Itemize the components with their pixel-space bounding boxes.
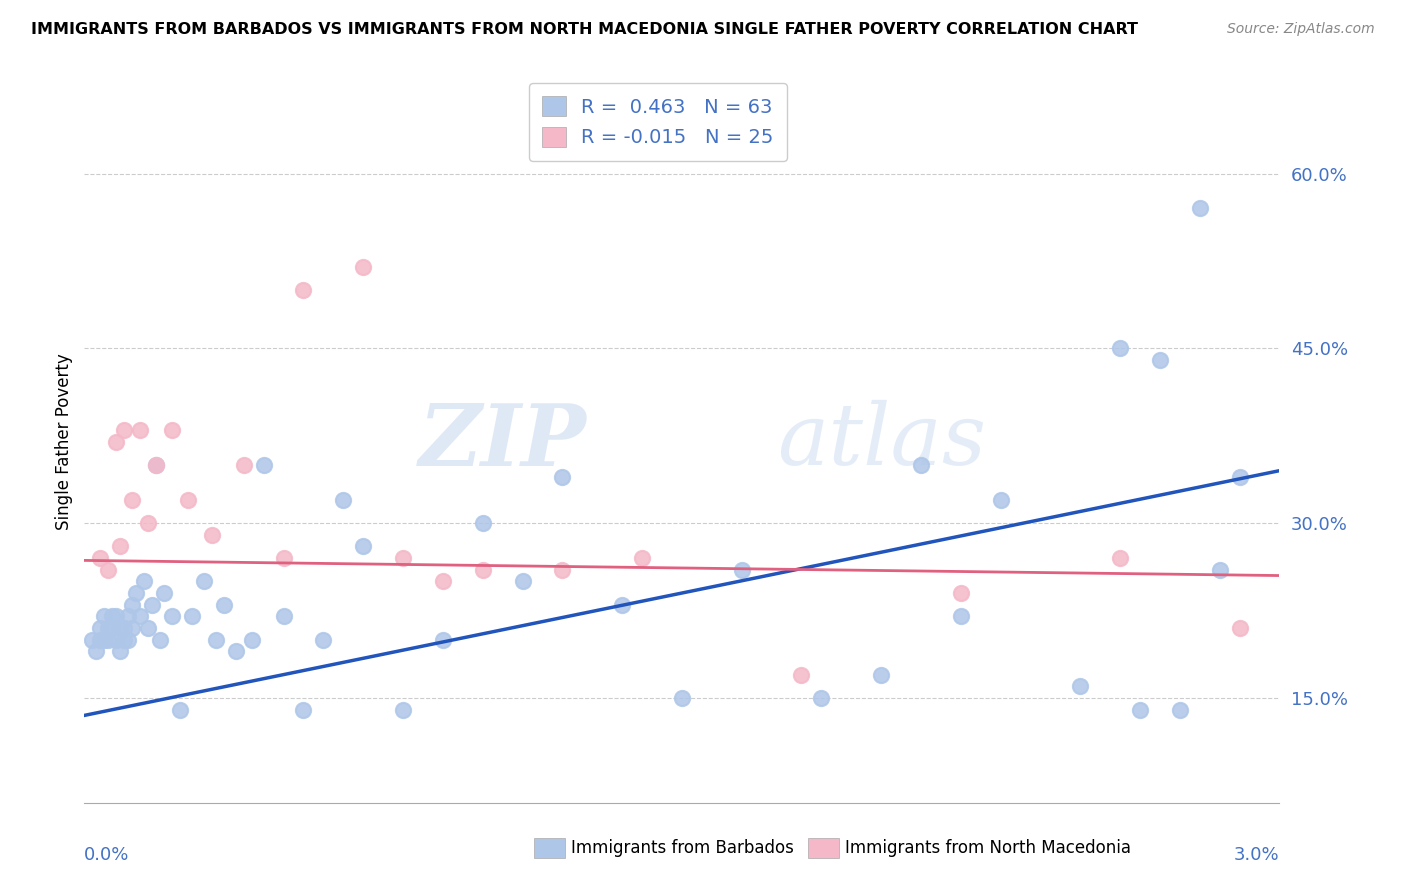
Point (253, 458, 276, 472)
Point (392, 702, 415, 716)
Point (121, 492, 143, 507)
Point (612, 598, 634, 612)
Point (97, 563, 120, 577)
Point (177, 492, 200, 507)
Point (432, 632, 454, 647)
Point (201, 528, 224, 542)
Point (121, 621, 143, 635)
Point (105, 609, 128, 624)
Point (129, 423, 152, 437)
Point (512, 574, 534, 589)
Point (117, 632, 139, 647)
Point (93, 632, 115, 647)
Point (149, 632, 172, 647)
Point (160, 609, 183, 624)
Point (1109, 551, 1132, 566)
Point (432, 574, 454, 589)
Point (240, 632, 263, 647)
Text: Immigrants from North Macedonia: Immigrants from North Macedonia (845, 839, 1130, 857)
Point (89, 551, 111, 566)
Point (125, 586, 148, 600)
Point (273, 551, 295, 566)
Point (141, 598, 163, 612)
Legend: R =  0.463   N = 63, R = -0.015   N = 25: R = 0.463 N = 63, R = -0.015 N = 25 (529, 83, 787, 161)
Point (352, 260, 374, 274)
Point (1069, 679, 1091, 693)
Point (105, 434, 128, 449)
Point (117, 609, 139, 624)
Point (101, 609, 124, 624)
Point (332, 492, 354, 507)
Point (1149, 353, 1171, 368)
Point (949, 586, 972, 600)
Point (631, 551, 654, 566)
Point (810, 690, 832, 705)
Point (89, 632, 111, 647)
Point (225, 644, 247, 658)
Point (136, 621, 159, 635)
Point (292, 283, 315, 297)
Point (93, 609, 115, 624)
Point (1129, 702, 1152, 716)
Point (132, 574, 156, 589)
Point (1168, 702, 1191, 716)
Point (89, 621, 111, 635)
Point (551, 563, 574, 577)
Point (205, 632, 228, 647)
Point (145, 458, 167, 472)
Point (129, 609, 152, 624)
Point (97, 632, 120, 647)
Point (101, 621, 124, 635)
Point (97, 621, 120, 635)
Text: ZIP: ZIP (419, 400, 586, 483)
Point (110, 621, 132, 635)
Y-axis label: Single Father Poverty: Single Father Poverty (55, 353, 73, 530)
Point (312, 632, 335, 647)
Point (671, 690, 693, 705)
Point (1188, 202, 1211, 216)
Point (160, 423, 183, 437)
Point (471, 516, 494, 530)
Point (169, 702, 191, 716)
Point (292, 702, 315, 716)
Point (910, 458, 932, 472)
Point (193, 574, 215, 589)
Point (112, 632, 135, 647)
Point (153, 586, 176, 600)
Point (551, 469, 574, 483)
Point (112, 621, 135, 635)
Point (145, 458, 167, 472)
Point (790, 667, 813, 681)
Point (136, 516, 159, 530)
Point (86, 644, 108, 658)
Text: Source: ZipAtlas.com: Source: ZipAtlas.com (1227, 22, 1375, 37)
Point (870, 667, 893, 681)
Point (471, 563, 494, 577)
Point (110, 540, 132, 554)
Point (110, 644, 132, 658)
Point (181, 609, 204, 624)
Text: 3.0%: 3.0% (1234, 847, 1279, 864)
Point (990, 492, 1012, 507)
Point (212, 598, 235, 612)
Point (352, 540, 374, 554)
Point (949, 609, 972, 624)
Point (273, 609, 295, 624)
Point (105, 632, 128, 647)
Point (1229, 621, 1251, 635)
Point (731, 563, 754, 577)
Text: 0.0%: 0.0% (84, 847, 129, 864)
Point (1209, 563, 1232, 577)
Point (1229, 469, 1251, 483)
Point (392, 551, 415, 566)
Point (232, 458, 254, 472)
Point (1109, 341, 1132, 355)
Text: atlas: atlas (778, 401, 987, 483)
Point (82, 632, 104, 647)
Point (112, 423, 135, 437)
Text: Immigrants from Barbados: Immigrants from Barbados (571, 839, 794, 857)
Point (121, 598, 143, 612)
Text: IMMIGRANTS FROM BARBADOS VS IMMIGRANTS FROM NORTH MACEDONIA SINGLE FATHER POVERT: IMMIGRANTS FROM BARBADOS VS IMMIGRANTS F… (31, 22, 1137, 37)
